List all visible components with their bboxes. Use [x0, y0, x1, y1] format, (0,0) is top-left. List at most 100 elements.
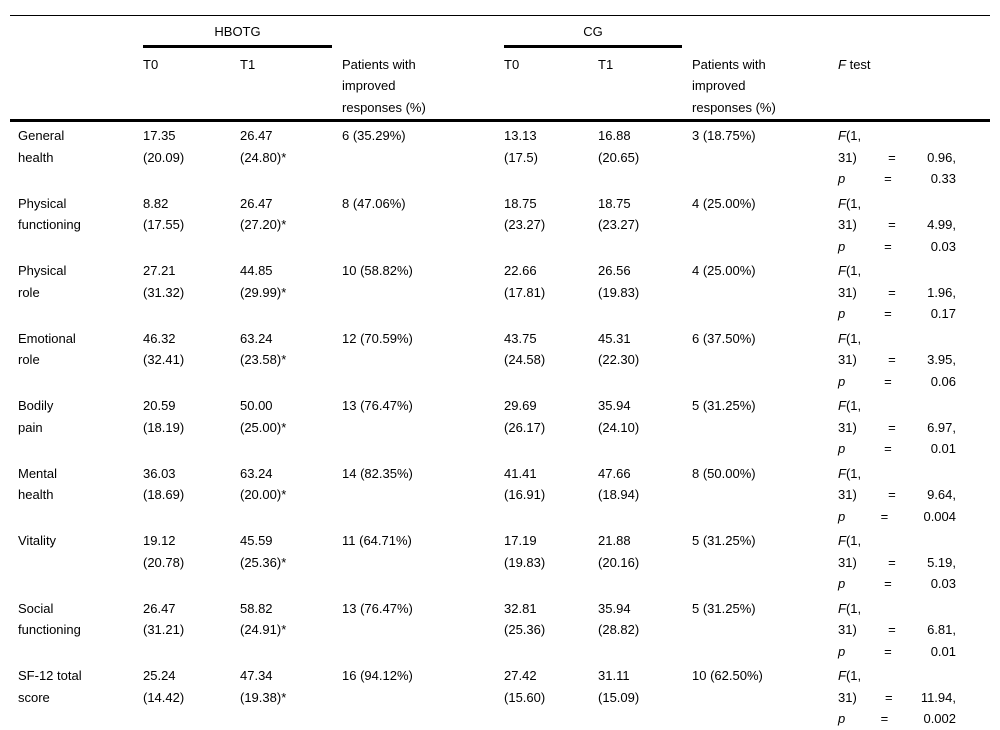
f-test-cell: F(1, 31) = 6.97, p = 0.01: [838, 398, 957, 456]
cg-improved-cell: 6 (37.50%): [692, 330, 756, 346]
group-header-cg-label: CG: [504, 24, 683, 48]
cg-t0-cell: 27.42 (15.60): [504, 668, 546, 705]
row-label: SF-12 total score: [18, 668, 82, 705]
table-row: Mental health 36.03 (18.69) 63.24 (20.00)* …: [10, 460, 990, 528]
cg-t1-cell: 16.88 (20.65): [598, 128, 640, 165]
hbotg-t0-cell: 19.12 (20.78): [143, 533, 185, 570]
hbotg-t1-cell: 26.47 (27.20)*: [240, 195, 287, 233]
cg-t0-cell: 22.66 (17.81): [504, 263, 546, 300]
table-row: Vitality 19.12 (20.78) 45.59 (25.36)* 11 (…: [10, 527, 990, 595]
empty-header-cell: [10, 48, 143, 122]
f-test-cell: F(1, 31) = 4.99, p = 0.03: [838, 195, 957, 254]
row-label: General health: [18, 128, 65, 165]
row-label: Mental health: [18, 465, 58, 503]
cg-t0-cell: 41.41 (16.91): [504, 465, 546, 503]
f-test-cell: F(1, 31) = 1.96, p = 0.17: [838, 263, 957, 321]
cg-improved-cell: 3 (18.75%): [692, 128, 756, 143]
hbotg-t0-cell: 25.24 (14.42): [143, 668, 185, 705]
table-row: Physical functioning 8.82 (17.55) 26.47 (27…: [10, 190, 990, 258]
empty-header-cell: [342, 16, 504, 49]
cg-t1-cell: 18.75 (23.27): [598, 195, 640, 233]
hbotg-t1-cell: 26.47 (24.80)*: [240, 128, 287, 165]
hbotg-improved-cell: 6 (35.29%): [342, 128, 406, 143]
table-row: Physical role 27.21 (31.32) 44.85 (29.99)* …: [10, 257, 990, 325]
cg-t1-cell: 35.94 (28.82): [598, 600, 640, 638]
hbotg-improved-cell: 11 (64.71%): [342, 533, 412, 548]
hbotg-improved-cell: 14 (82.35%): [342, 465, 413, 481]
hbotg-t0-cell: 20.59 (18.19): [143, 398, 185, 435]
hbotg-t1-cell: 44.85 (29.99)*: [240, 263, 287, 300]
cg-t1-cell: 45.31 (22.30): [598, 330, 640, 368]
table-row: SF-12 total score 25.24 (14.42) 47.34 (19.3…: [10, 662, 990, 730]
results-table: HBOTG CG T0 T1 Patients with improved re…: [10, 15, 991, 730]
table-row: Emotional role 46.32 (32.41) 63.24 (23.58)*…: [10, 325, 990, 393]
hbotg-improved-cell: 13 (76.47%): [342, 600, 413, 616]
table-row: Bodily pain 20.59 (18.19) 50.00 (25.00)* 13…: [10, 392, 990, 460]
col-header-hbotg-t0: T0: [143, 48, 240, 122]
cg-t0-cell: 29.69 (26.17): [504, 398, 546, 435]
hbotg-improved-cell: 12 (70.59%): [342, 330, 413, 346]
empty-corner-cell: [10, 16, 143, 49]
cg-t1-cell: 21.88 (20.16): [598, 533, 640, 570]
improved-header-line: Patients with: [342, 56, 416, 72]
cg-improved-cell: 5 (31.25%): [692, 600, 756, 616]
cg-improved-cell: 4 (25.00%): [692, 195, 756, 211]
cg-improved-cell: 5 (31.25%): [692, 398, 756, 413]
col-header-cg-t0: T0: [504, 48, 599, 122]
hbotg-t0-cell: 36.03 (18.69): [143, 465, 185, 503]
cg-improved-cell: 5 (31.25%): [692, 533, 756, 548]
cg-t0-cell: 43.75 (24.58): [504, 330, 546, 368]
cg-improved-cell: 4 (25.00%): [692, 263, 756, 278]
col-header-cg-improved: Patients with improved responses (%): [692, 48, 839, 122]
hbotg-improved-cell: 13 (76.47%): [342, 398, 413, 413]
hbotg-t1-cell: 50.00 (25.00)*: [240, 398, 287, 435]
cg-improved-cell: 10 (62.50%): [692, 668, 763, 683]
f-test-cell: F(1, 31) = 3.95, p = 0.06: [838, 330, 957, 389]
hbotg-t0-cell: 27.21 (31.32): [143, 263, 185, 300]
hbotg-t1-cell: 63.24 (23.58)*: [240, 330, 287, 368]
f-test-cell: F(1, 31) = 9.64, p = 0.004: [838, 465, 957, 524]
cg-t0-cell: 32.81 (25.36): [504, 600, 546, 638]
row-label: Vitality: [18, 533, 57, 548]
table-body: General health 17.35 (20.09) 26.47 (24.80)*…: [10, 121, 990, 730]
group-header-hbotg: HBOTG: [143, 16, 342, 49]
table-row: Social functioning 26.47 (31.21) 58.82 (24.…: [10, 595, 990, 663]
f-test-italic-f: F: [838, 56, 846, 72]
cg-t0-cell: 13.13 (17.5): [504, 128, 538, 165]
row-label: Bodily pain: [18, 398, 54, 435]
row-label: Social functioning: [18, 600, 81, 638]
cg-t0-cell: 18.75 (23.27): [504, 195, 546, 233]
hbotg-t1-cell: 63.24 (20.00)*: [240, 465, 287, 503]
column-header-row: T0 T1 Patients with improved responses (…: [10, 48, 991, 122]
hbotg-t1-cell: 47.34 (19.38)*: [240, 668, 287, 705]
row-label: Physical functioning: [18, 195, 81, 233]
col-header-f-test: F test: [838, 48, 991, 122]
improved-header-line: responses (%): [692, 99, 776, 115]
f-test-cell: F(1, 31) = 11.94, p = 0.002: [838, 668, 957, 726]
row-label: Emotional role: [18, 330, 76, 368]
col-header-hbotg-t1: T1: [240, 48, 343, 122]
col-header-cg-t1: T1: [598, 48, 693, 122]
cg-t1-cell: 31.11 (15.09): [598, 668, 640, 705]
group-header-hbotg-label: HBOTG: [143, 24, 333, 48]
cg-t1-cell: 35.94 (24.10): [598, 398, 640, 435]
cg-t1-cell: 26.56 (19.83): [598, 263, 640, 300]
group-header-cg: CG: [504, 16, 692, 49]
cg-improved-cell: 8 (50.00%): [692, 465, 756, 481]
hbotg-t1-cell: 45.59 (25.36)*: [240, 533, 287, 570]
improved-header-line: improved: [342, 78, 396, 93]
f-test-cell: F(1, 31) = 5.19, p = 0.03: [838, 533, 957, 591]
group-header-row: HBOTG CG: [10, 16, 990, 49]
f-test-cell: F(1, 31) = 6.81, p = 0.01: [838, 600, 957, 659]
hbotg-improved-cell: 8 (47.06%): [342, 195, 406, 211]
hbotg-t1-cell: 58.82 (24.91)*: [240, 600, 287, 638]
row-label: Physical role: [18, 263, 67, 300]
empty-header-cell: [692, 16, 838, 49]
improved-header-line: improved: [692, 78, 746, 93]
f-test-label-rest: test: [845, 56, 871, 72]
hbotg-t0-cell: 17.35 (20.09): [143, 128, 185, 165]
hbotg-t0-cell: 8.82 (17.55): [143, 195, 185, 233]
hbotg-improved-cell: 16 (94.12%): [342, 668, 413, 683]
improved-header-line: Patients with: [692, 56, 766, 72]
